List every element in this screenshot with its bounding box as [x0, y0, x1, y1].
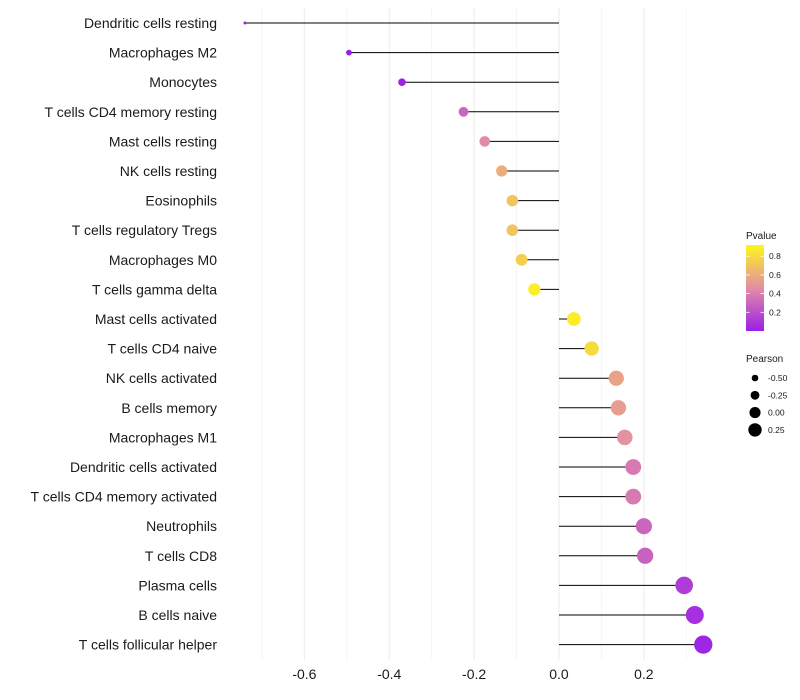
y-category-label: Neutrophils — [146, 518, 217, 534]
pearson-legend: Pearson -0.50 -0.25 0.00 0.25 — [746, 354, 788, 437]
pvalue-tick-label: 0.2 — [769, 307, 781, 317]
y-category-label: T cells CD4 naive — [108, 341, 218, 357]
lollipop-dot — [506, 194, 519, 207]
y-category-label: B cells naive — [138, 607, 217, 623]
lollipop-dot — [685, 606, 704, 624]
lollipop-dot — [528, 283, 541, 296]
lollipop-dot — [637, 547, 654, 564]
y-category-label: T cells follicular helper — [79, 637, 218, 653]
grid-lines — [261, 8, 687, 660]
lollipop-dot — [625, 488, 642, 505]
y-category-label: Macrophages M2 — [109, 45, 217, 61]
x-tick-label: -0.2 — [462, 666, 486, 682]
y-category-label: Dendritic cells resting — [84, 15, 217, 31]
pearson-key-label: 0.25 — [768, 425, 785, 435]
x-tick-label: -0.4 — [377, 666, 401, 682]
pearson-size-key — [751, 374, 759, 382]
y-category-label: Dendritic cells activated — [70, 459, 217, 475]
y-category-label: Eosinophils — [145, 193, 217, 209]
y-category-label: Monocytes — [149, 74, 217, 90]
y-category-label: T cells CD4 memory activated — [31, 489, 217, 505]
y-category-label: T cells gamma delta — [92, 281, 217, 297]
x-tick-label: 0.2 — [634, 666, 654, 682]
lollipop-dot — [479, 136, 491, 147]
pearson-key-label: -0.50 — [768, 373, 788, 383]
y-category-label: Mast cells activated — [95, 311, 217, 327]
lollipop-dot — [675, 576, 693, 595]
x-tick-label: 0.0 — [549, 666, 569, 682]
pearson-key-label: -0.25 — [768, 390, 788, 400]
pvalue-tick-label: 0.8 — [769, 251, 781, 261]
pvalue-legend: Pvalue 0.8 0.6 0.4 0.2 — [746, 231, 781, 331]
lollipop-dot — [515, 253, 528, 266]
lollipop-dot — [566, 312, 581, 326]
pearson-size-key — [750, 390, 760, 400]
lollipop-dot — [584, 341, 599, 356]
y-category-label: B cells memory — [121, 400, 217, 416]
y-category-label: Mast cells resting — [109, 133, 217, 149]
pvalue-tick-label: 0.4 — [769, 289, 781, 299]
x-tick-label: -0.6 — [292, 666, 316, 682]
y-category-label: Plasma cells — [138, 577, 217, 593]
y-category-label: Macrophages M1 — [109, 429, 217, 445]
pvalue-legend-title: Pvalue — [746, 231, 777, 242]
y-category-label: Macrophages M0 — [109, 252, 217, 268]
lollipop-dot — [625, 459, 642, 475]
lollipop-dot — [243, 21, 247, 25]
lollipop-dot — [458, 106, 469, 117]
y-category-label: T cells regulatory Tregs — [72, 222, 217, 238]
lollipop-dot — [346, 49, 352, 56]
pvalue-colorbar — [746, 245, 764, 331]
pearson-key-label: 0.00 — [768, 408, 785, 418]
lollipop-dot — [506, 224, 519, 236]
lollipop-dot — [610, 400, 627, 416]
lollipop-dot — [617, 429, 633, 446]
lollipop-dot — [635, 518, 652, 535]
lollipop-dot — [398, 78, 406, 87]
pearson-size-key — [749, 407, 761, 419]
data-rows: Dendritic cells resting Macrophages M2 Mon… — [31, 15, 713, 654]
lollipop-dot — [496, 165, 508, 177]
pearson-legend-title: Pearson — [746, 354, 783, 365]
pvalue-tick-label: 0.6 — [769, 270, 781, 280]
lollipop-dot — [608, 370, 624, 386]
y-category-label: T cells CD8 — [145, 548, 217, 564]
x-axis-ticks: -0.6 -0.4 -0.2 0.0 0.2 — [292, 666, 653, 682]
lollipop-dot — [694, 635, 713, 654]
y-category-label: NK cells resting — [120, 163, 217, 179]
y-category-label: T cells CD4 memory resting — [45, 104, 217, 120]
pearson-size-key — [748, 423, 762, 437]
y-category-label: NK cells activated — [106, 370, 217, 386]
